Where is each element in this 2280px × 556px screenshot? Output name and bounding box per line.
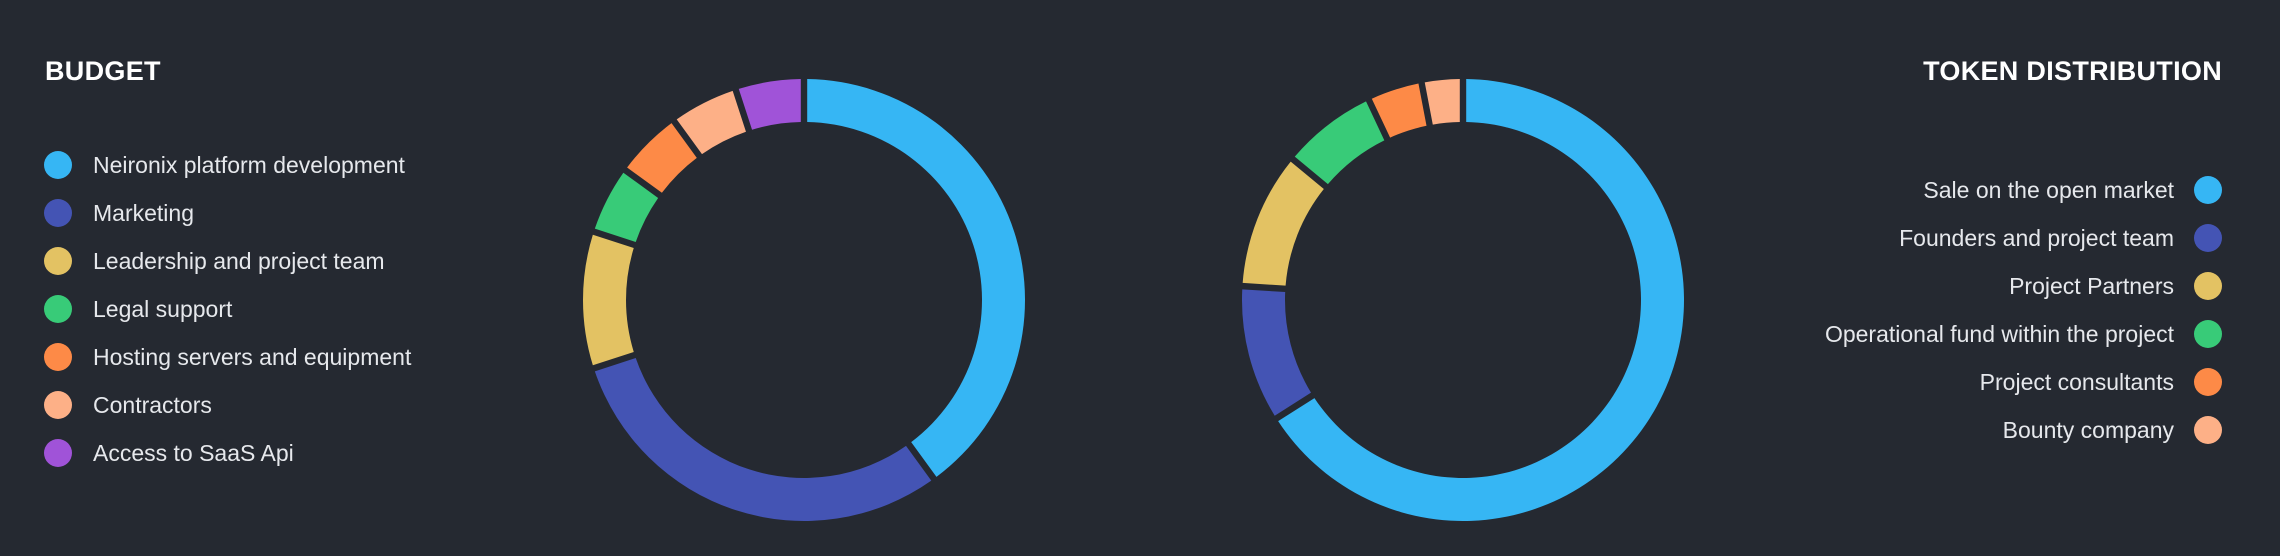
legend-item-hosting-servers-and-equipment: Hosting servers and equipment xyxy=(44,333,411,381)
donut-segment-bounty-company xyxy=(1424,79,1460,125)
legend-swatch xyxy=(2194,224,2222,252)
legend-label: Founders and project team xyxy=(1899,224,2174,251)
legend-label: Neironix platform development xyxy=(93,151,405,178)
legend-swatch xyxy=(2194,416,2222,444)
legend-label: Leadership and project team xyxy=(93,247,385,274)
legend-swatch xyxy=(2194,320,2222,348)
legend-swatch xyxy=(44,295,72,323)
legend-label: Sale on the open market xyxy=(1923,176,2174,203)
legend-item-contractors: Contractors xyxy=(44,381,411,429)
token-distribution-title: TOKEN DISTRIBUTION xyxy=(1923,56,2222,86)
legend-label: Project consultants xyxy=(1979,368,2174,395)
donut-segment-marketing xyxy=(594,358,932,521)
donut-segment-operational-fund-within-the-project xyxy=(1294,101,1385,185)
legend-swatch xyxy=(44,391,72,419)
legend-item-bounty-company: Bounty company xyxy=(1825,406,2222,454)
legend-swatch xyxy=(44,439,72,467)
token-distribution-legend: Sale on the open market Founders and proj… xyxy=(1825,166,2222,454)
legend-label: Hosting servers and equipment xyxy=(93,343,412,370)
legend-label: Bounty company xyxy=(2002,416,2174,443)
legend-swatch xyxy=(2194,368,2222,396)
donut-segment-access-to-saas-api xyxy=(738,79,801,130)
legend-label: Access to SaaS Api xyxy=(93,439,294,466)
legend-item-project-consultants: Project consultants xyxy=(1825,358,2222,406)
legend-label: Project Partners xyxy=(2009,272,2174,299)
legend-swatch xyxy=(44,199,72,227)
legend-item-marketing: Marketing xyxy=(44,189,411,237)
legend-swatch xyxy=(44,343,72,371)
legend-label: Marketing xyxy=(93,199,194,226)
legend-swatch xyxy=(44,247,72,275)
legend-swatch xyxy=(2194,176,2222,204)
legend-item-founders-and-project-team: Founders and project team xyxy=(1825,214,2222,262)
legend-item-leadership-and-project-team: Leadership and project team xyxy=(44,237,411,285)
donut-segment-leadership-and-project-team xyxy=(583,234,634,366)
legend-item-project-partners: Project Partners xyxy=(1825,262,2222,310)
donut-segment-legal-support xyxy=(594,172,659,242)
legend-swatch xyxy=(2194,272,2222,300)
donut-segment-project-consultants xyxy=(1371,83,1427,138)
budget-title: BUDGET xyxy=(45,56,161,86)
donut-segment-contractors xyxy=(676,90,746,155)
donut-segment-founders-and-project-team xyxy=(1242,289,1312,416)
budget-legend: Neironix platform development Marketing Le… xyxy=(44,141,411,477)
legend-item-neironix-platform-development: Neironix platform development xyxy=(44,141,411,189)
donut-segment-hosting-servers-and-equipment xyxy=(627,123,697,193)
legend-label: Legal support xyxy=(93,295,233,322)
legend-item-sale-on-the-open-market: Sale on the open market xyxy=(1825,166,2222,214)
donut-segment-neironix-platform-development xyxy=(807,79,1025,477)
legend-label: Operational fund within the project xyxy=(1824,320,2174,347)
legend-swatch xyxy=(44,151,72,179)
donut-segment-project-partners xyxy=(1242,161,1324,286)
legend-item-access-to-saas-api: Access to SaaS Api xyxy=(44,429,411,477)
legend-label: Contractors xyxy=(93,391,212,418)
legend-item-operational-fund-within-the-project: Operational fund within the project xyxy=(1825,310,2222,358)
legend-item-legal-support: Legal support xyxy=(44,285,411,333)
